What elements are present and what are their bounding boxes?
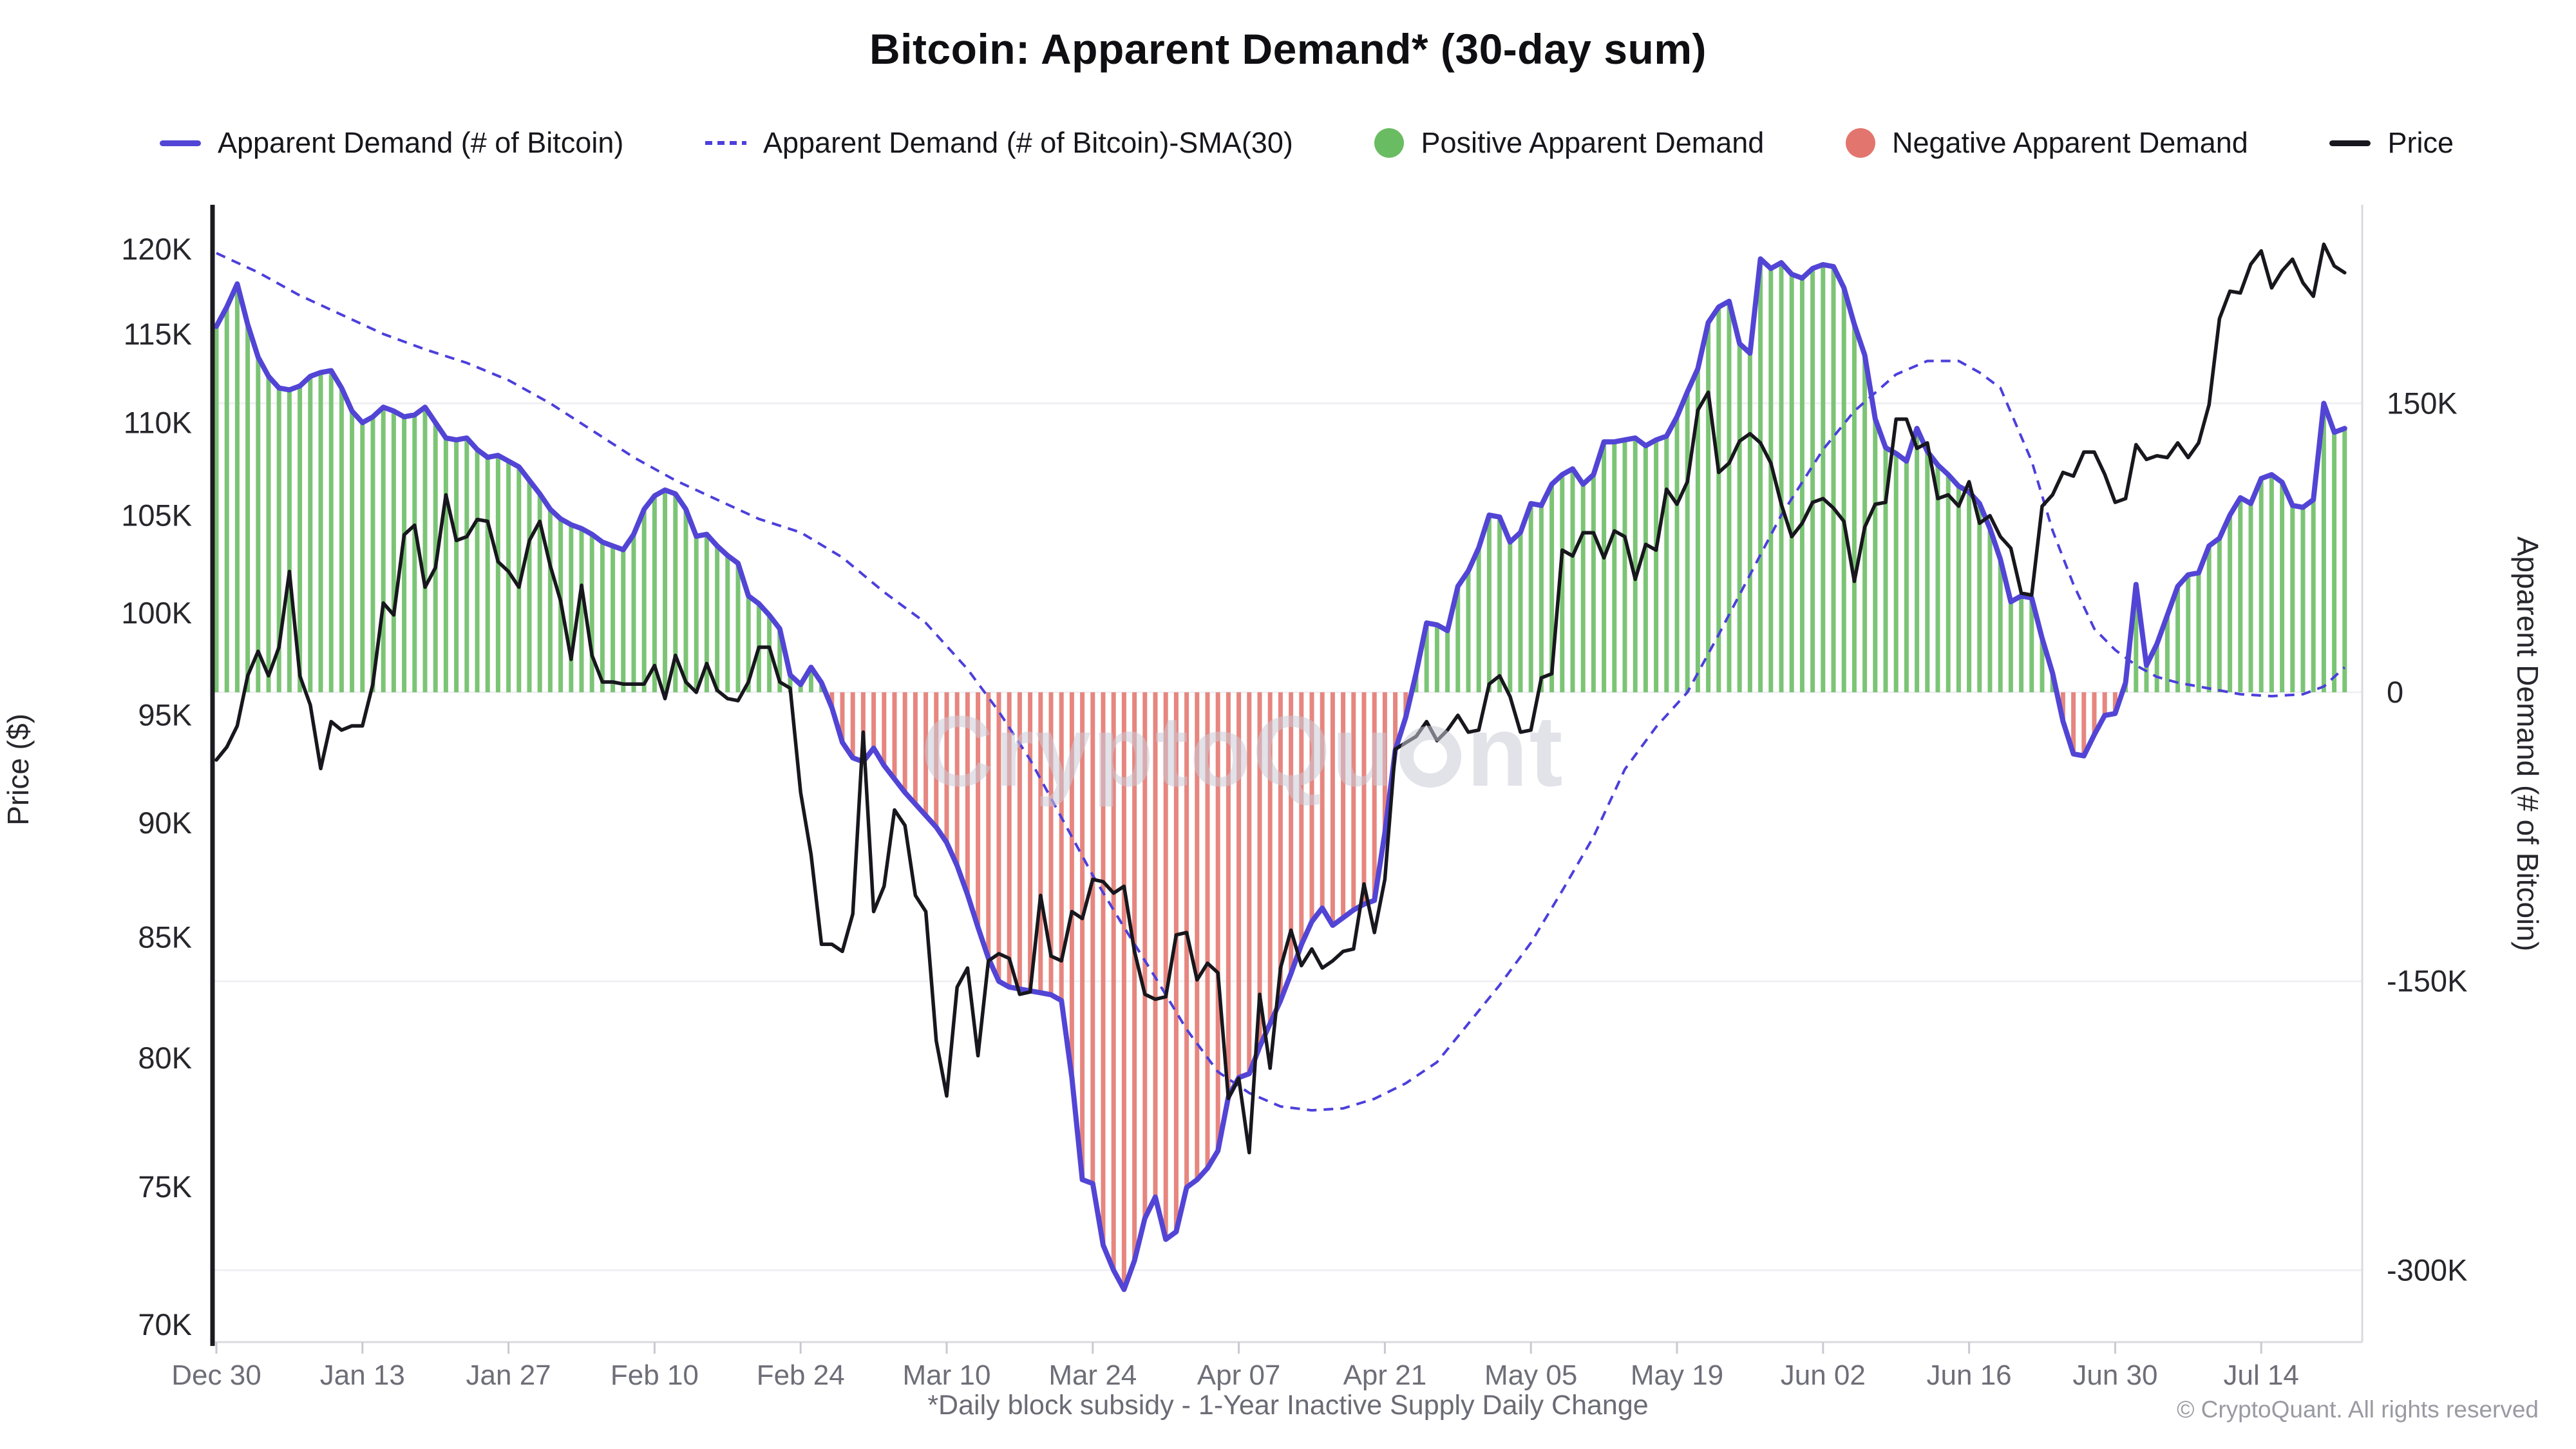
x-axis-tick-label: Dec 30 xyxy=(171,1359,261,1391)
demand-axis-tick-label: 150K xyxy=(2387,386,2458,420)
legend-label: Apparent Demand (# of Bitcoin) xyxy=(218,126,624,159)
x-axis-tick-label: Jul 14 xyxy=(2223,1359,2298,1391)
watermark-text-pre: CryptoQu xyxy=(921,696,1395,808)
legend-item-2[interactable]: Positive Apparent Demand xyxy=(1374,126,1764,160)
price-axis-tick-label: 105K xyxy=(121,498,192,533)
x-axis-tick-label: Jun 30 xyxy=(2072,1359,2157,1391)
x-axis-tick-label: Jan 13 xyxy=(320,1359,405,1391)
demand-axis-tick-label: -150K xyxy=(2387,964,2467,998)
legend: Apparent Demand (# of Bitcoin) Apparent D… xyxy=(0,126,2576,160)
legend-label: Negative Apparent Demand xyxy=(1891,126,2248,159)
chart-footnote: *Daily block subsidy - 1-Year Inactive S… xyxy=(927,1390,1649,1421)
legend-label: Price xyxy=(2387,126,2454,159)
x-axis-tick-label: Feb 10 xyxy=(611,1359,699,1391)
legend-marker-circle-icon xyxy=(1845,128,1875,158)
copyright: © CryptoQuant. All rights reserved xyxy=(2177,1396,2539,1423)
x-axis-tick-label: Feb 24 xyxy=(757,1359,845,1391)
x-axis-tick-label: Apr 21 xyxy=(1343,1359,1427,1391)
legend-label: Positive Apparent Demand xyxy=(1421,126,1765,159)
legend-marker-circle-icon xyxy=(1374,128,1405,158)
price-axis-tick-label: 110K xyxy=(124,406,192,440)
price-axis-tick-label: 75K xyxy=(138,1170,192,1204)
x-axis-tick-label: Jan 27 xyxy=(466,1359,551,1391)
price-axis-tick-label: 70K xyxy=(138,1307,192,1341)
demand-axis-tick-label: 0 xyxy=(2387,675,2403,709)
x-axis-tick-label: Jun 16 xyxy=(1927,1359,2012,1391)
price-axis-tick-label: 90K xyxy=(138,806,192,840)
x-axis-tick-label: Mar 10 xyxy=(903,1359,991,1391)
x-axis-tick-label: May 05 xyxy=(1484,1359,1577,1391)
price-axis-title: Price ($) xyxy=(1,714,35,826)
x-axis-tick-label: Mar 24 xyxy=(1048,1359,1137,1391)
legend-item-1[interactable]: Apparent Demand (# of Bitcoin)-SMA(30) xyxy=(705,126,1293,160)
watermark-text-post: nt xyxy=(1466,696,1564,808)
x-axis-tick-label: May 19 xyxy=(1631,1359,1723,1391)
price-axis-tick-label: 80K xyxy=(138,1041,192,1075)
legend-marker-dash-icon xyxy=(705,141,746,145)
cryptoquant-logo-icon xyxy=(1399,725,1462,788)
price-axis-tick-label: 100K xyxy=(121,596,192,630)
price-axis-tick-label: 85K xyxy=(138,920,192,954)
demand-axis-title: Apparent Demand (# of Bitcoin) xyxy=(2511,536,2544,952)
legend-marker-line-icon xyxy=(2329,140,2371,146)
legend-marker-line-icon xyxy=(160,140,201,146)
cryptoquant-watermark: CryptoQu nt xyxy=(921,694,1564,810)
legend-item-4[interactable]: Price xyxy=(2329,126,2454,160)
demand-axis-tick-label: -300K xyxy=(2387,1253,2467,1287)
legend-item-0[interactable]: Apparent Demand (# of Bitcoin) xyxy=(160,126,623,160)
legend-item-3[interactable]: Negative Apparent Demand xyxy=(1845,126,2248,160)
x-axis-tick-label: Jun 02 xyxy=(1781,1359,1866,1391)
price-axis-tick-label: 95K xyxy=(138,698,192,732)
chart-title: Bitcoin: Apparent Demand* (30-day sum) xyxy=(869,25,1707,73)
x-axis-tick-label: Apr 07 xyxy=(1197,1359,1281,1391)
legend-label: Apparent Demand (# of Bitcoin)-SMA(30) xyxy=(762,126,1293,159)
price-axis-tick-label: 120K xyxy=(121,232,192,266)
price-axis-tick-label: 115K xyxy=(124,317,192,351)
